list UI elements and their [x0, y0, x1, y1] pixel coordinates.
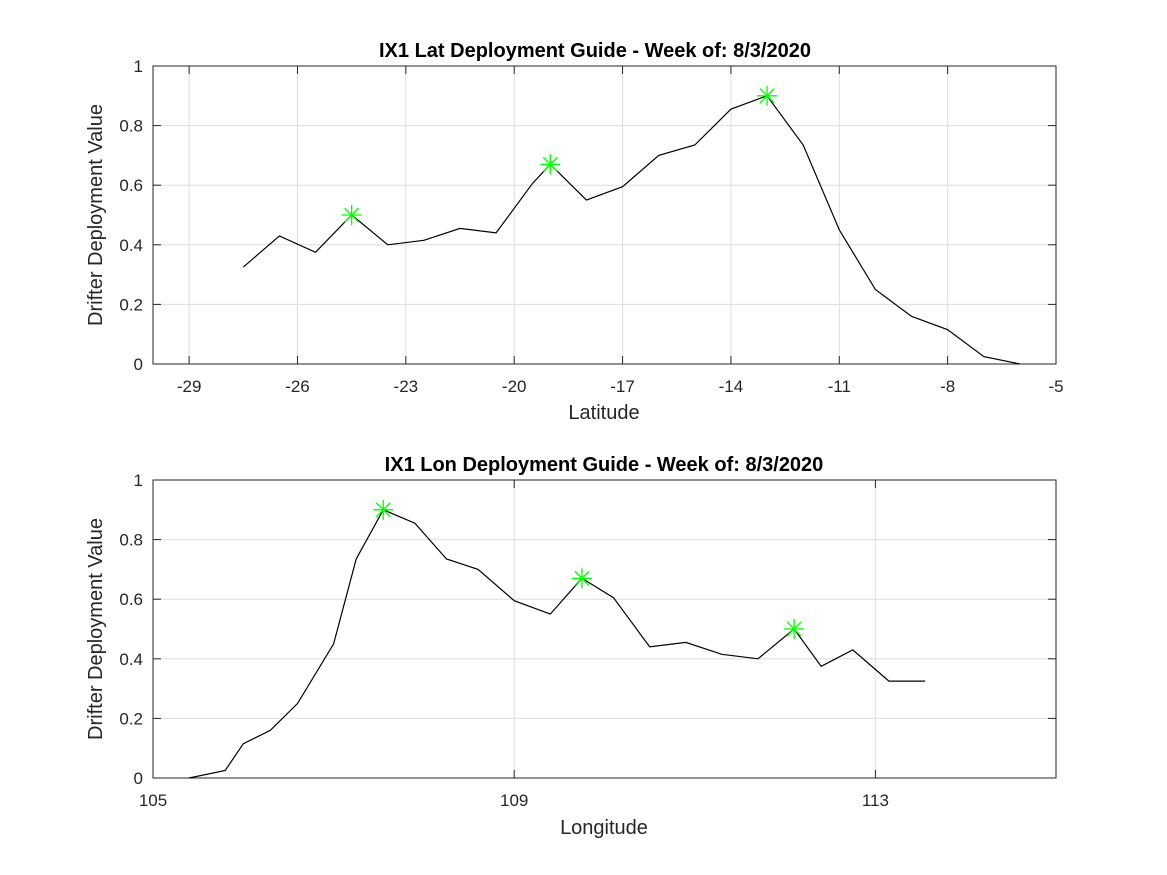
y-tick-label: 0	[134, 355, 143, 374]
series-line	[188, 509, 926, 779]
asterisk-marker	[540, 154, 561, 175]
lon-series	[188, 499, 926, 779]
x-tick-label: -5	[1048, 377, 1063, 396]
y-tick-label: 0.2	[119, 709, 143, 728]
lat-series	[242, 85, 1021, 365]
y-tick-label: 1	[134, 57, 143, 76]
asterisk-marker	[571, 568, 592, 589]
lon-ticks: 105 109 113 0 0.2 0.4 0.6 0.8 1	[119, 471, 1056, 810]
lat-ticks: -29 -26 -23 -20 -17 -14 -11 -8 -5 0 0.2 0.4 0.6 0.8 1	[119, 57, 1063, 396]
y-tick-label: 0.2	[119, 295, 143, 314]
y-tick-label: 0.4	[119, 650, 143, 669]
lon-chart: IX1 Lon Deployment Guide - Week of: 8/3/…	[85, 454, 1057, 839]
asterisk-marker	[757, 85, 778, 106]
asterisk-marker	[373, 499, 394, 520]
series-line	[242, 95, 1021, 365]
x-tick-label: -17	[610, 377, 635, 396]
lat-chart: IX1 Lat Deployment Guide - Week of: 8/3/…	[85, 40, 1064, 424]
lon-y-axis-label: Drifter Deployment Value	[85, 518, 107, 740]
x-tick-label: 105	[139, 791, 167, 810]
lat-chart-title: IX1 Lat Deployment Guide - Week of: 8/3/…	[379, 40, 811, 62]
x-tick-label: -8	[940, 377, 955, 396]
x-tick-label: -26	[285, 377, 310, 396]
lat-x-axis-label: Latitude	[568, 402, 639, 424]
y-tick-label: 0.4	[119, 236, 143, 255]
asterisk-marker	[341, 205, 362, 225]
y-tick-label: 0.6	[119, 590, 143, 609]
lat-y-axis-label: Drifter Deployment Value	[85, 104, 107, 326]
x-tick-label: -29	[177, 377, 202, 396]
x-tick-label: -23	[394, 377, 419, 396]
y-tick-label: 0.6	[119, 176, 143, 195]
lon-grid	[152, 479, 1056, 779]
x-tick-label: -14	[719, 377, 744, 396]
lat-plot-frame	[152, 65, 1057, 365]
x-tick-label: -11	[828, 377, 851, 396]
y-tick-label: 0.8	[119, 117, 143, 136]
lon-chart-title: IX1 Lon Deployment Guide - Week of: 8/3/…	[385, 454, 824, 476]
lon-plot-frame	[152, 479, 1057, 779]
y-tick-label: 0.8	[119, 531, 143, 550]
x-tick-label: 113	[862, 791, 889, 810]
y-tick-label: 1	[134, 471, 143, 490]
asterisk-marker	[784, 619, 805, 639]
x-tick-label: -20	[502, 377, 527, 396]
x-tick-label: 109	[500, 791, 528, 810]
lon-x-axis-label: Longitude	[560, 817, 648, 839]
y-tick-label: 0	[134, 769, 143, 788]
